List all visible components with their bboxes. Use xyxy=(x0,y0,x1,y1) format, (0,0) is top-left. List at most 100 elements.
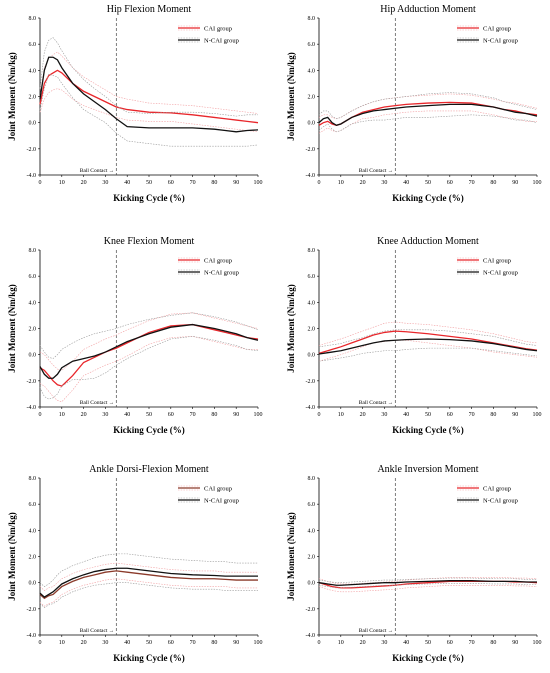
series-cai xyxy=(39,51,259,133)
x-tick-label: 20 xyxy=(81,640,87,646)
x-tick-label: 50 xyxy=(146,412,152,418)
x-tick-label: 10 xyxy=(59,412,65,418)
x-tick-label: 0 xyxy=(39,640,42,646)
x-tick-label: 30 xyxy=(381,412,387,418)
x-tick-label: 50 xyxy=(425,412,431,418)
legend-label: N-CAI group xyxy=(483,270,518,277)
series-n-cai xyxy=(39,312,259,400)
chart-panel-5: Ankle Dorsi-Flexion Moment -4.0 -2.0 0.0 2.0… xyxy=(7,464,263,663)
sd-upper-band xyxy=(39,562,258,591)
y-tick-label: 6.0 xyxy=(29,502,37,508)
x-tick-label: 70 xyxy=(190,640,196,646)
legend-label: CAI group xyxy=(483,486,511,493)
x-tick-label: 60 xyxy=(447,180,453,186)
x-tick-label: 80 xyxy=(211,640,217,646)
sd-lower-band xyxy=(39,578,258,607)
sd-lower-band xyxy=(39,88,259,133)
x-tick-label: 40 xyxy=(403,180,409,186)
y-axis-label: Joint Moment (Nm/kg) xyxy=(7,284,17,373)
sd-upper-band xyxy=(318,329,538,348)
sd-upper-band xyxy=(39,553,258,587)
chart-title: Ankle Inversion Moment xyxy=(377,464,478,475)
series-mean-line xyxy=(39,69,259,124)
y-tick-label: 6.0 xyxy=(29,42,37,48)
legend-label: N-CAI group xyxy=(204,38,239,45)
y-tick-label: -2.0 xyxy=(306,147,316,153)
x-tick-label: 40 xyxy=(124,640,130,646)
x-axis-label: Kicking Cycle (%) xyxy=(113,425,185,435)
series-cai xyxy=(39,562,259,607)
y-tick-label: 8.0 xyxy=(308,16,316,22)
x-tick-label: 70 xyxy=(190,412,196,418)
y-tick-label: -4.0 xyxy=(27,405,37,411)
x-tick-label: 40 xyxy=(124,180,130,186)
x-tick-label: 0 xyxy=(39,412,42,418)
y-tick-label: 2.0 xyxy=(29,95,37,101)
x-tick-label: 40 xyxy=(124,412,130,418)
x-tick-label: 70 xyxy=(469,640,475,646)
series-n-cai xyxy=(39,553,259,608)
y-tick-label: -2.0 xyxy=(306,607,316,613)
legend-label: CAI group xyxy=(483,26,511,33)
legend: CAI group N-CAI group xyxy=(457,486,518,505)
sd-lower-band xyxy=(318,114,538,133)
y-tick-label: -2.0 xyxy=(27,147,37,153)
series-cai xyxy=(39,312,259,403)
y-axis-label: Joint Moment (Nm/kg) xyxy=(286,512,296,601)
y-tick-label: 8.0 xyxy=(29,476,37,482)
y-tick-label: 8.0 xyxy=(308,248,316,254)
legend-label: CAI group xyxy=(483,258,511,265)
y-tick-label: -4.0 xyxy=(27,633,37,639)
y-tick-label: 0.0 xyxy=(308,353,316,359)
x-tick-label: 100 xyxy=(254,412,263,418)
sd-upper-band xyxy=(39,312,259,359)
series-n-cai xyxy=(318,577,538,589)
y-tick-label: -4.0 xyxy=(306,173,316,179)
y-tick-label: 0.0 xyxy=(29,581,37,587)
x-tick-label: 20 xyxy=(81,180,87,186)
legend: CAI group N-CAI group xyxy=(178,258,239,277)
x-tick-label: 60 xyxy=(168,180,174,186)
y-tick-label: 0.0 xyxy=(29,353,37,359)
legend: CAI group N-CAI group xyxy=(457,258,518,277)
x-tick-label: 80 xyxy=(211,180,217,186)
x-tick-label: 20 xyxy=(360,640,366,646)
x-tick-label: 10 xyxy=(338,412,344,418)
series-n-cai xyxy=(318,329,538,362)
series-cai xyxy=(318,321,538,362)
y-tick-label: 6.0 xyxy=(308,42,316,48)
legend-label: N-CAI group xyxy=(483,498,518,505)
chart-title: Knee Flexion Moment xyxy=(104,236,195,247)
sd-upper-band xyxy=(39,51,259,114)
chart-panel-4: Knee Adduction Moment -4.0 -2.0 0.0 2.0 4.0 6.… xyxy=(286,236,542,435)
series-mean-line xyxy=(318,580,537,586)
x-tick-label: 0 xyxy=(318,640,321,646)
y-axis-label: Joint Moment (Nm/kg) xyxy=(7,512,17,601)
y-tick-label: -4.0 xyxy=(306,633,316,639)
x-tick-label: 0 xyxy=(318,412,321,418)
y-axis-label: Joint Moment (Nm/kg) xyxy=(286,52,296,141)
x-tick-label: 60 xyxy=(168,640,174,646)
y-tick-label: 8.0 xyxy=(29,16,37,22)
y-tick-label: 4.0 xyxy=(29,528,37,534)
y-tick-label: 6.0 xyxy=(308,502,316,508)
x-tick-label: 80 xyxy=(490,412,496,418)
ball-contact-label: Ball Contact → xyxy=(80,400,115,406)
x-tick-label: 60 xyxy=(447,640,453,646)
ball-contact-label: Ball Contact → xyxy=(80,168,115,174)
y-tick-label: 4.0 xyxy=(29,300,37,306)
x-tick-label: 90 xyxy=(233,180,239,186)
ball-contact-label: Ball Contact → xyxy=(359,628,394,634)
x-axis-label: Kicking Cycle (%) xyxy=(392,193,464,203)
chart-title: Ankle Dorsi-Flexion Moment xyxy=(89,464,209,475)
sd-upper-band xyxy=(318,321,538,346)
legend-label: N-CAI group xyxy=(204,270,239,277)
y-tick-label: -2.0 xyxy=(27,607,37,613)
x-tick-label: 100 xyxy=(533,180,542,186)
legend: CAI group N-CAI group xyxy=(178,26,239,45)
sd-upper-band xyxy=(318,92,538,120)
chart-title: Hip Adduction Moment xyxy=(380,4,476,15)
x-tick-label: 80 xyxy=(211,412,217,418)
y-tick-label: 0.0 xyxy=(308,581,316,587)
